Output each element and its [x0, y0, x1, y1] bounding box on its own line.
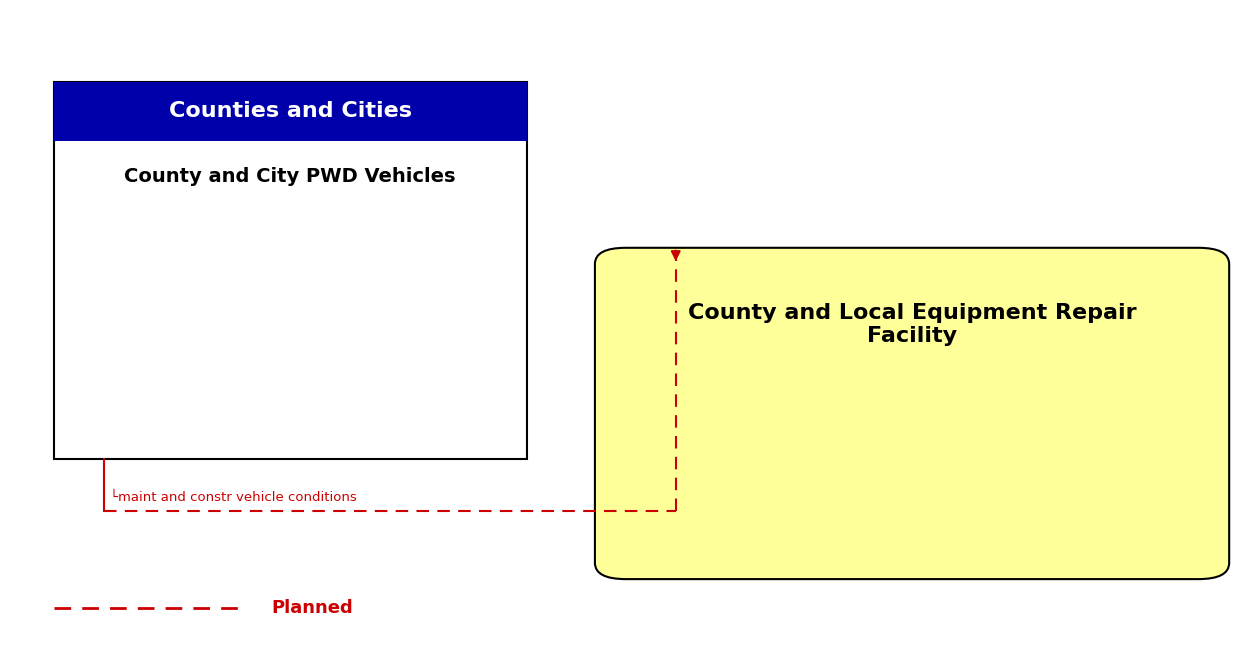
FancyBboxPatch shape: [54, 82, 527, 459]
Text: Counties and Cities: Counties and Cities: [169, 101, 412, 121]
FancyBboxPatch shape: [54, 82, 527, 141]
Text: └maint and constr vehicle conditions: └maint and constr vehicle conditions: [110, 492, 357, 505]
FancyBboxPatch shape: [595, 248, 1229, 579]
Text: Planned: Planned: [272, 599, 353, 617]
Text: County and City PWD Vehicles: County and City PWD Vehicles: [124, 166, 456, 186]
Text: County and Local Equipment Repair
Facility: County and Local Equipment Repair Facili…: [687, 303, 1137, 346]
